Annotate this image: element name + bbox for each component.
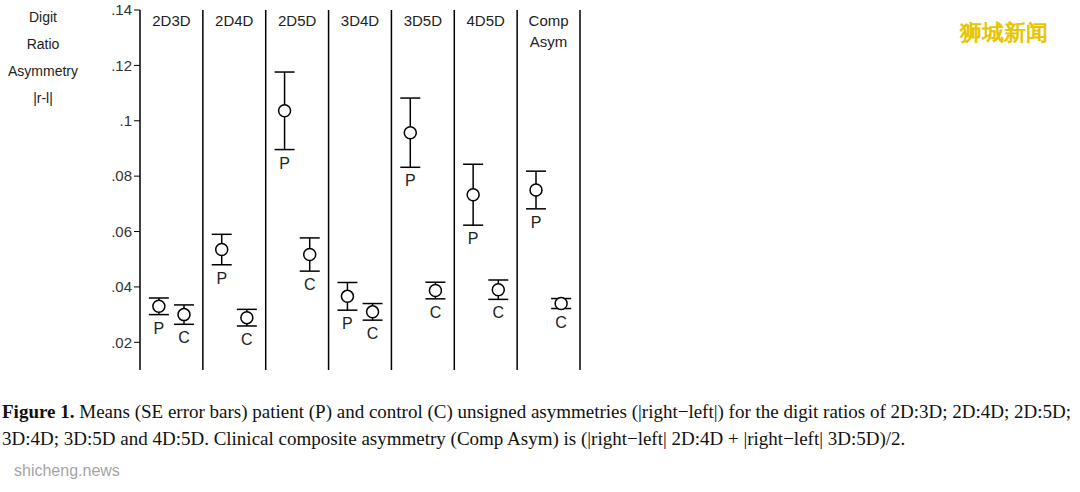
html-text:Asymmetry: Asymmetry <box>8 63 78 79</box>
svg-text:P: P <box>468 230 479 247</box>
svg-text:2D3D: 2D3D <box>152 12 191 29</box>
html-text:Ratio: Ratio <box>26 36 60 52</box>
html-text:shicheng.news: shicheng.news <box>14 462 120 479</box>
svg-text:CompAsym: CompAsym <box>529 12 569 50</box>
svg-text:3D4D: 3D4D <box>341 12 380 29</box>
svg-text:.12: .12 <box>111 57 132 74</box>
svg-text:C: C <box>430 304 442 321</box>
svg-text:C: C <box>555 314 567 331</box>
svg-text:C: C <box>304 276 316 293</box>
svg-text:2D5D: 2D5D <box>278 12 317 29</box>
svg-text:4D5D: 4D5D <box>467 12 506 29</box>
svg-text:P: P <box>342 315 353 332</box>
svg-text:.04: .04 <box>111 278 132 295</box>
svg-text:.06: .06 <box>111 223 132 240</box>
svg-text:.02: .02 <box>111 334 132 351</box>
svg-text:2D4D: 2D4D <box>215 12 254 29</box>
svg-text:P: P <box>531 214 542 231</box>
svg-text:P: P <box>154 320 165 337</box>
html-text:Figure 1. Means (SE error bars: Figure 1. Means (SE error bars) patient … <box>2 401 1072 449</box>
svg-text:.08: .08 <box>111 167 132 184</box>
svg-text:P: P <box>216 270 227 287</box>
svg-text:.14: .14 <box>111 1 132 18</box>
svg-text:3D5D: 3D5D <box>404 12 443 29</box>
html-text:Digit: Digit <box>29 9 57 25</box>
svg-text:C: C <box>493 304 505 321</box>
svg-text:C: C <box>241 331 253 348</box>
svg-text:P: P <box>405 172 416 189</box>
svg-text:.1: .1 <box>119 112 132 129</box>
svg-text:P: P <box>279 155 290 172</box>
svg-text:C: C <box>367 325 379 342</box>
html-text:狮城新闻: 狮城新闻 <box>960 20 1048 45</box>
svg-text:C: C <box>178 329 190 346</box>
html-text:|r-l|: |r-l| <box>33 90 53 106</box>
